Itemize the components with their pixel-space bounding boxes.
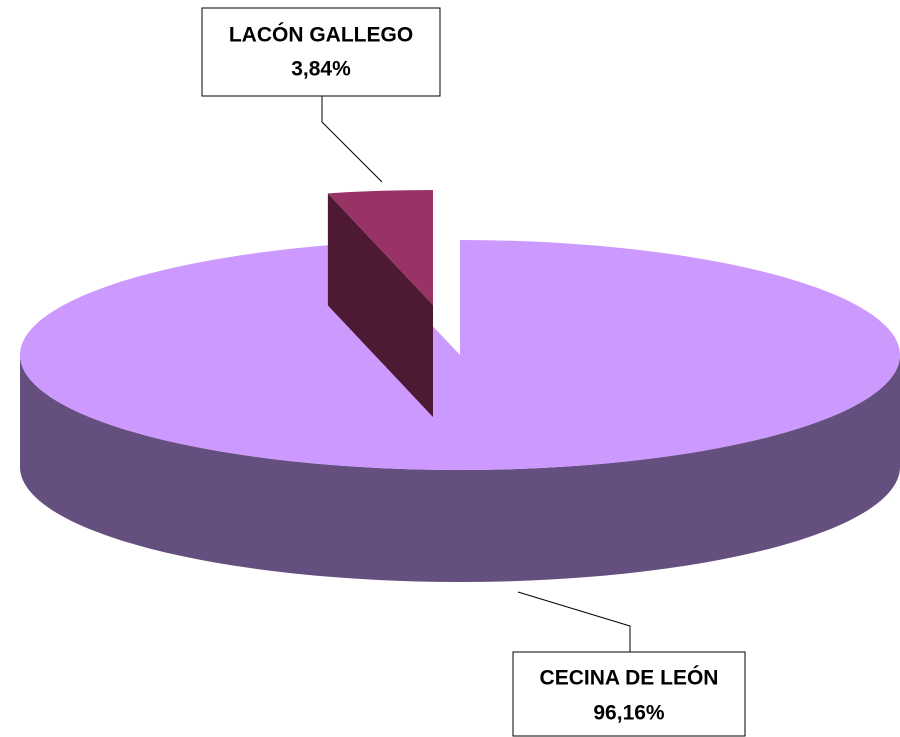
- slice: [327, 190, 433, 305]
- slice-label: LACÓN GALLEGO: [229, 23, 413, 47]
- label-box: [512, 651, 746, 737]
- slice-label: CECINA DE LEÓN: [540, 666, 719, 690]
- slice: [20, 240, 900, 470]
- slice-side: [20, 355, 900, 582]
- leader-line: [321, 96, 383, 183]
- slice-value-label: 96,16%: [593, 702, 665, 725]
- slice-face: [327, 193, 433, 417]
- leader-line: [517, 591, 631, 652]
- slice-value-label: 3,84%: [291, 58, 351, 81]
- label-box: [201, 7, 441, 97]
- pie: [20, 190, 900, 582]
